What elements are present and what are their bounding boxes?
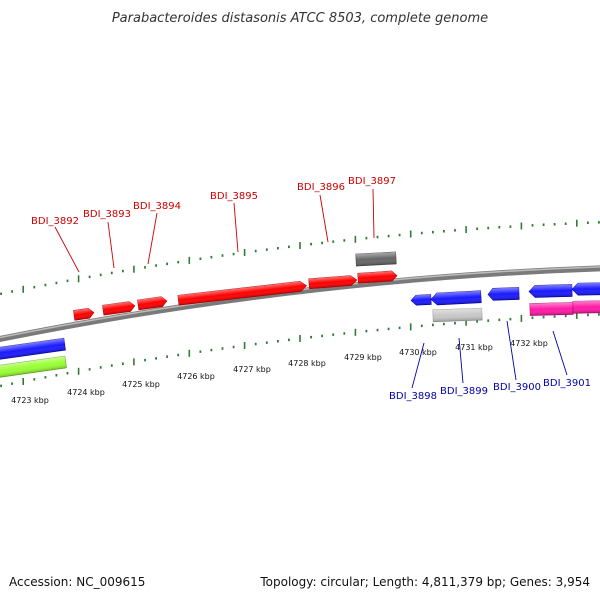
gene-label-bdi-3895[interactable]: BDI_3895 <box>210 191 258 202</box>
gene-label-bdi-3897[interactable]: BDI_3897 <box>348 176 396 187</box>
gene-label-bdi-3892[interactable]: BDI_3892 <box>31 216 79 227</box>
gene-left-blue[interactable] <box>0 337 66 361</box>
gene-label-bdi-3893[interactable]: BDI_3893 <box>83 209 131 220</box>
inner-scale-ticks <box>0 311 600 388</box>
gene-left-lime[interactable] <box>0 355 67 379</box>
leader-line <box>458 337 464 384</box>
gene-bdi-3901-feature[interactable] <box>529 302 574 316</box>
gene-bdi-3898[interactable] <box>410 294 432 306</box>
forward-strand-genes <box>73 251 398 321</box>
scale-label: 4728 kbp <box>288 359 326 368</box>
leader-line <box>411 342 425 389</box>
leader-line <box>54 226 80 273</box>
scale-label: 4732 kbp <box>510 339 548 348</box>
leader-line <box>107 221 115 269</box>
scale-label: 4725 kbp <box>122 380 160 389</box>
scale-label: 4723 kbp <box>11 396 49 405</box>
scale-label: 4730 kbp <box>399 348 437 357</box>
gene-bdi-3899-feature[interactable] <box>432 307 483 323</box>
forward-gene-labels: BDI_3892 BDI_3893 BDI_3894 BDI_3895 BDI_… <box>31 176 396 273</box>
gene-label-bdi-3896[interactable]: BDI_3896 <box>297 182 345 193</box>
leader-line <box>506 320 517 381</box>
scale-label: 4729 kbp <box>344 353 382 362</box>
gene-bdi-3897[interactable] <box>357 270 398 284</box>
gene-bdi-3901[interactable] <box>528 284 573 298</box>
leader-line <box>233 202 239 253</box>
leader-line <box>319 194 329 243</box>
gene-bdi-3900[interactable] <box>487 287 520 301</box>
gene-bdi-3894[interactable] <box>137 296 168 311</box>
gene-bdi-3895[interactable] <box>177 281 308 306</box>
scale-label: 4724 kbp <box>67 388 105 397</box>
genome-backbone <box>0 265 600 343</box>
scale-label: 4727 kbp <box>233 365 271 374</box>
left-edge-genes <box>0 337 67 379</box>
gene-bdi-3896[interactable] <box>308 275 358 290</box>
scale-labels: 4723 kbp 4724 kbp 4725 kbp 4726 kbp 4727… <box>11 339 548 405</box>
scale-label: 4726 kbp <box>177 372 215 381</box>
gene-bdi-3893[interactable] <box>102 301 136 316</box>
gene-right-blue[interactable] <box>571 282 600 296</box>
outer-scale-ticks <box>0 219 600 295</box>
gene-bdi-3897-feature[interactable] <box>355 251 397 267</box>
accession-text: Accession: NC_009615 <box>9 575 145 589</box>
map-title: Parabacteroides distasonis ATCC 8503, co… <box>112 11 488 26</box>
gene-label-bdi-3898[interactable]: BDI_3898 <box>389 391 437 402</box>
gene-label-bdi-3899[interactable]: BDI_3899 <box>440 386 488 397</box>
gene-label-bdi-3900[interactable]: BDI_3900 <box>493 382 541 393</box>
leader-line <box>372 188 375 239</box>
genome-summary-text: Topology: circular; Length: 4,811,379 bp… <box>259 575 590 589</box>
gene-right-magenta[interactable] <box>572 300 600 314</box>
reverse-gene-labels: BDI_3898 BDI_3899 BDI_3900 BDI_3901 <box>389 320 591 402</box>
gene-label-bdi-3894[interactable]: BDI_3894 <box>133 201 181 212</box>
leader-line <box>147 212 158 265</box>
reverse-strand-genes <box>410 282 600 323</box>
gene-bdi-3899[interactable] <box>430 290 482 306</box>
leader-line <box>552 330 568 376</box>
gene-label-bdi-3901[interactable]: BDI_3901 <box>543 378 591 389</box>
gene-bdi-3892[interactable] <box>73 308 95 321</box>
scale-label: 4731 kbp <box>455 343 493 352</box>
